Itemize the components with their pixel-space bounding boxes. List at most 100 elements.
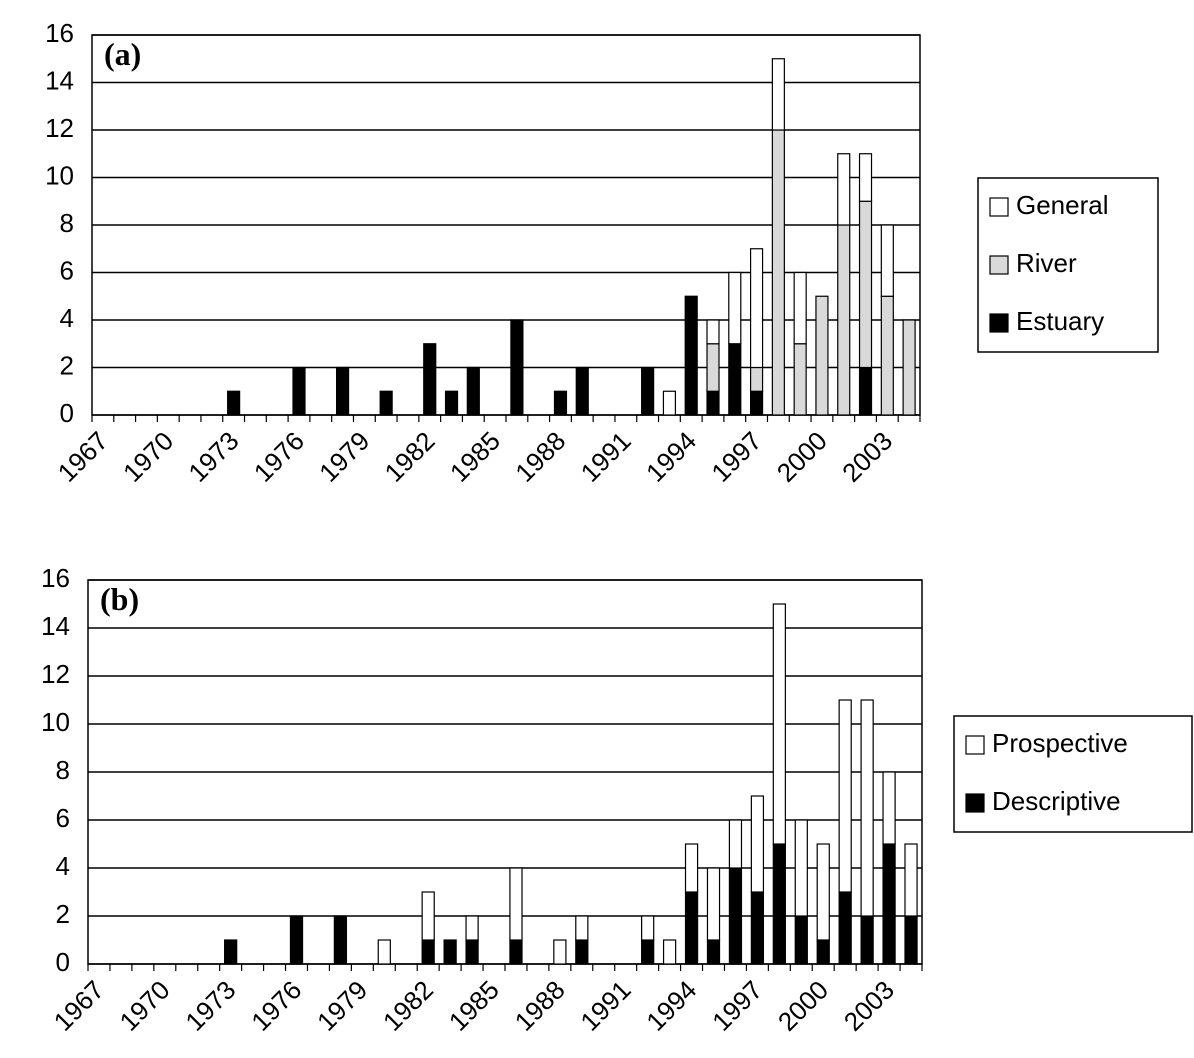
bar-segment [509,867,523,941]
bar-segment [837,224,851,416]
bar-segment [662,939,677,965]
x-tick-label: 2000 [772,975,834,1037]
bar-segment [662,390,677,416]
bar-segment [816,939,830,965]
panel-label: (a) [104,36,141,72]
y-tick-label: 8 [60,208,74,238]
bar-segment [641,366,655,416]
bar-segment [421,891,435,941]
x-tick-label: 1997 [706,975,768,1037]
bar-segment [510,319,524,416]
bar-segment [706,867,721,941]
x-tick-label: 1973 [179,975,241,1037]
bar-segment [509,939,523,965]
bar-segment [227,390,241,416]
x-tick-label: 1979 [313,426,375,488]
x-tick-label: 1988 [509,426,571,488]
bar-segment [858,200,873,369]
legend-swatch [989,197,1009,217]
bar-segment [728,343,742,416]
bar-segment [335,366,350,416]
bar-segment [706,390,720,416]
bar-segment [750,795,765,893]
bar-segment [904,843,918,917]
y-tick-label: 12 [45,113,74,143]
x-tick-label: 1967 [48,975,110,1037]
bar-segment [292,366,306,416]
bar-segment [793,343,807,416]
bar-segment [880,224,894,297]
bar-segment [882,771,896,845]
legend-swatch [989,255,1009,275]
legend-box [953,715,1193,833]
x-tick-label: 1967 [52,426,114,488]
x-tick-label: 1988 [509,975,571,1037]
bar-segment [749,366,764,392]
bar-segment [377,939,391,965]
y-tick-label: 10 [45,160,74,190]
bar-segment [749,248,764,369]
y-tick-label: 2 [56,899,70,929]
y-tick-label: 14 [45,65,74,95]
bar-segment [838,891,852,965]
bar-segment [706,939,721,965]
bar-segment [793,271,807,345]
bar-segment [684,891,699,965]
x-tick-label: 1985 [444,426,506,488]
bar-segment [816,843,830,941]
bar-segment [465,939,479,965]
bar-segment [684,295,698,416]
x-tick-label: 2000 [771,426,833,488]
bar-segment [641,939,655,965]
y-tick-label: 14 [41,611,70,641]
bar-segment [641,915,655,941]
legend-swatch [965,735,985,755]
bar-segment [706,343,720,392]
x-tick-label: 1985 [443,975,505,1037]
bar-segment [750,891,765,965]
y-tick-label: 8 [56,755,70,785]
x-tick-label: 1973 [182,426,244,488]
bar-segment [575,915,589,941]
bar-segment [728,271,742,345]
bar-segment [706,319,720,345]
bar-segment [443,939,457,965]
x-tick-label: 1982 [377,975,439,1037]
x-tick-label: 1976 [245,975,307,1037]
bar-segment [858,153,873,202]
bar-segment [904,915,918,965]
x-tick-label: 2003 [836,426,898,488]
bar-segment [465,915,479,941]
y-tick-label: 6 [56,803,70,833]
x-tick-label: 1976 [248,426,310,488]
bar-segment [902,319,916,416]
bar-segment [860,915,874,965]
bar-segment [575,939,589,965]
legend-swatch [989,313,1009,333]
bar-segment [553,939,567,965]
legend-swatch [965,793,985,813]
y-tick-label: 10 [41,707,70,737]
bar-segment [772,843,786,965]
bar-segment [880,295,894,416]
bar-segment [794,915,808,965]
bar-segment [882,843,896,965]
x-tick-label: 1991 [574,975,636,1037]
bar-segment [858,366,873,416]
bar-segment [421,939,435,965]
y-tick-label: 16 [45,18,74,48]
bar-segment [771,58,785,131]
bar-segment [838,699,852,893]
y-tick-label: 0 [56,947,70,977]
bar-segment [837,153,851,226]
panel-label: (b) [100,581,139,617]
y-tick-label: 2 [60,350,74,380]
y-tick-label: 12 [41,659,70,689]
bar-segment [728,867,743,965]
bar-segment [444,390,459,416]
x-tick-label: 1991 [575,426,637,488]
bar-segment [575,366,589,416]
bar-segment [684,843,699,893]
bar-segment [728,819,743,869]
